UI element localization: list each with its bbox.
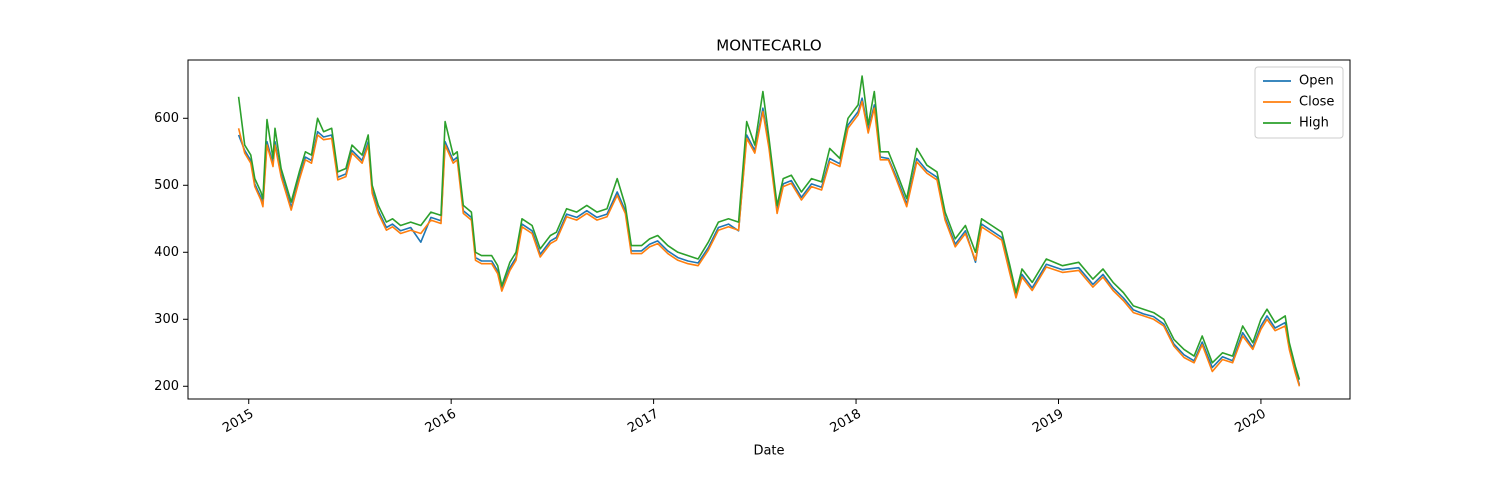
legend: Open Close High [1254,66,1344,139]
x-tick-label: 2019 [1030,407,1066,437]
y-tick-label: 400 [154,245,179,260]
legend-box [1254,66,1344,139]
x-tick-label: 2015 [220,407,256,437]
chart-title: MONTECARLO [716,37,821,55]
series-line [237,75,1301,380]
y-tick-label: 300 [154,312,179,327]
x-tick-label: 2017 [625,407,661,437]
x-tick-label: 2018 [828,407,864,437]
plot-frame [187,59,1351,400]
x-tick-label: 2016 [423,407,459,437]
y-tick-label: 600 [154,111,179,126]
x-tick-label: 2020 [1233,407,1269,437]
legend-label: High [1299,116,1329,131]
y-tick-label: 200 [154,379,179,394]
legend-label: Close [1299,95,1334,110]
legend-label: Open [1299,74,1334,89]
y-tick-label: 500 [154,178,179,193]
x-axis-label: Date [753,444,784,459]
